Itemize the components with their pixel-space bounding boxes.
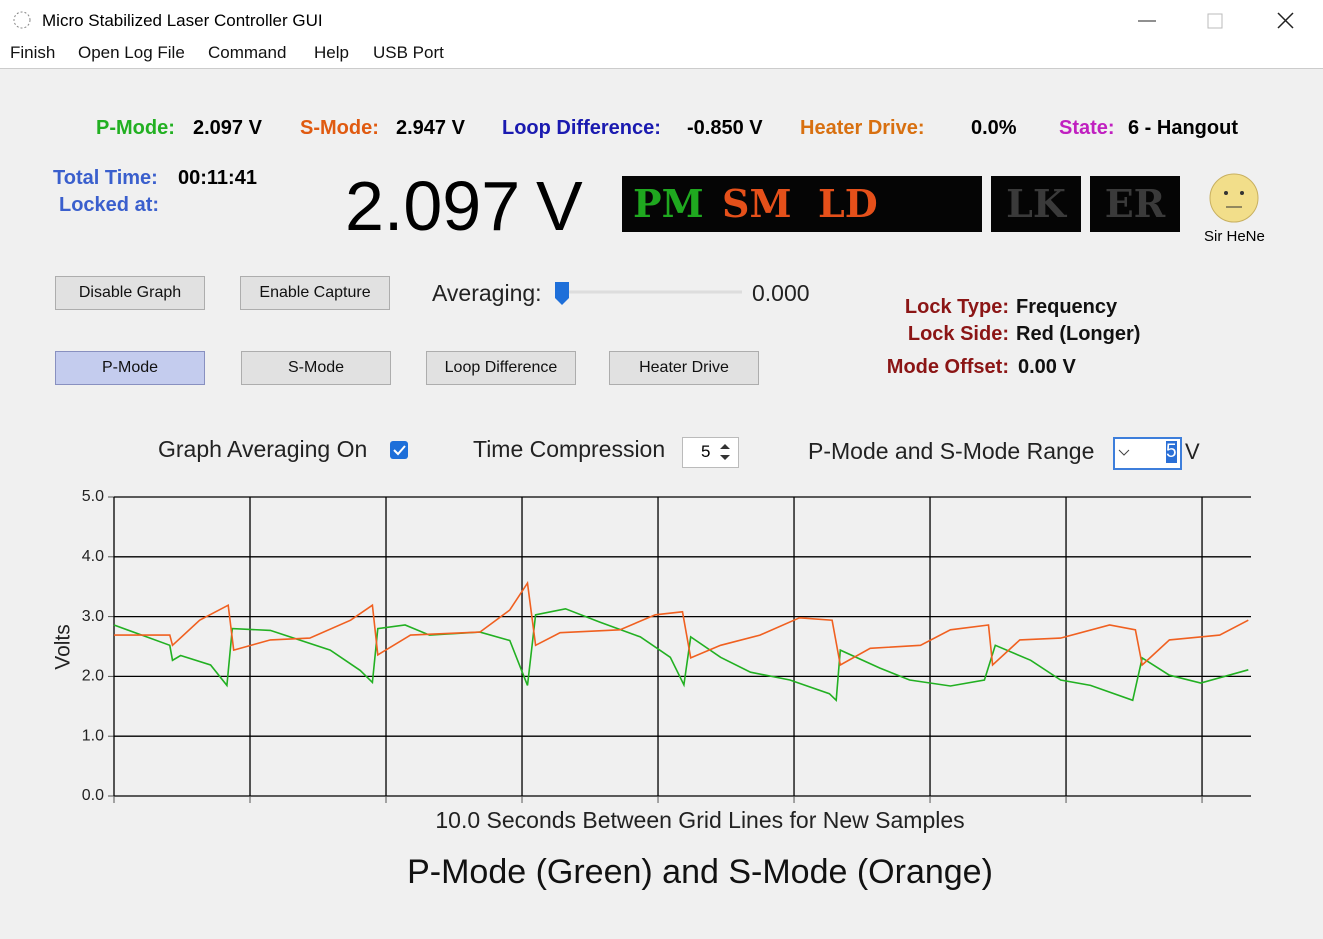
y-tick-label: 4.0 [82, 548, 104, 565]
averaging-slider[interactable] [552, 278, 747, 310]
app-icon [13, 11, 31, 29]
spinner[interactable] [682, 437, 739, 468]
lock-value: Red (Longer) [1016, 323, 1141, 345]
status-value: -0.850 V [687, 117, 763, 139]
y-tick-label: 0.0 [82, 787, 104, 804]
y-tick-label: 1.0 [82, 727, 104, 744]
lock-value: 0.00 V [1018, 356, 1076, 378]
range-label: P-Mode and S-Mode Range [808, 438, 1095, 464]
series-line [113, 607, 1249, 703]
menu-item[interactable]: Help [314, 43, 349, 62]
x-axis-label: 10.0 Seconds Between Grid Lines for New … [435, 807, 964, 833]
indicator: LD [818, 181, 878, 226]
checkbox[interactable] [389, 440, 409, 460]
menu-item[interactable]: USB Port [373, 43, 444, 62]
status-label: State: [1059, 117, 1115, 139]
status-label: S-Mode: [300, 117, 379, 139]
big-readout-value: 2.097 [345, 167, 521, 245]
lock-label: Lock Type: [904, 296, 1009, 318]
chart: 10.0 Seconds Between Grid Lines for New … [52, 488, 1251, 891]
menu-bar [0, 40, 1323, 69]
big-readout-unit: V [536, 167, 583, 245]
menu-item[interactable]: Command [208, 43, 287, 62]
lock-label: Mode Offset: [886, 356, 1009, 378]
button[interactable]: Enable Capture [240, 276, 390, 310]
mode-button[interactable]: Loop Difference [426, 351, 576, 385]
locked-at-label: Locked at: [59, 194, 160, 216]
graph-averaging-label: Graph Averaging On [158, 436, 368, 462]
indicator: ER [1090, 176, 1180, 232]
window-controls[interactable] [1130, 8, 1310, 34]
y-axis-label: Volts [52, 624, 75, 670]
status-label: P-Mode: [96, 117, 175, 139]
title-bar: Micro Stabilized Laser Controller GUI [0, 0, 1323, 40]
averaging-label: Averaging: [432, 280, 542, 306]
chart-title: P-Mode (Green) and S-Mode (Orange) [407, 853, 993, 891]
window-title: Micro Stabilized Laser Controller GUI [42, 11, 323, 30]
indicator: PM [633, 181, 704, 226]
avatar-label: Sir HeNe [1204, 228, 1265, 245]
range-value: 5 [1166, 441, 1177, 463]
indicator: LK [991, 176, 1081, 232]
y-tick-label: 2.0 [82, 668, 104, 685]
mode-button[interactable]: S-Mode [241, 351, 391, 385]
lock-value: Frequency [1016, 296, 1118, 318]
combo-arrow [1118, 449, 1130, 456]
menu-item[interactable]: Finish [10, 43, 56, 62]
status-value: 6 - Hangout [1128, 117, 1238, 139]
mode-button[interactable]: Heater Drive [609, 351, 759, 385]
button[interactable]: Disable Graph [55, 276, 205, 310]
averaging-value: 0.000 [752, 280, 810, 306]
mode-button[interactable]: P-Mode [55, 351, 205, 385]
y-tick-label: 5.0 [82, 488, 104, 505]
range-unit: V [1185, 439, 1200, 464]
status-label: Heater Drive: [800, 117, 925, 139]
status-value: 2.947 V [396, 117, 465, 139]
status-label: Loop Difference: [502, 117, 661, 139]
spinner-arrows[interactable] [716, 440, 734, 464]
indicator: SM [722, 181, 792, 226]
lock-label: Lock Side: [907, 323, 1009, 345]
series-line [114, 580, 1249, 667]
total-time-value: 00:11:41 [178, 167, 257, 189]
avatar-face [1209, 173, 1259, 223]
menu-item[interactable]: Open Log File [78, 43, 185, 62]
y-tick-label: 3.0 [82, 608, 104, 625]
spinner-value: 5 [701, 442, 711, 461]
time-compression-label: Time Compression [473, 436, 666, 462]
indicator-panel [622, 176, 982, 232]
total-time-label: Total Time: [53, 167, 158, 189]
status-value: 0.0% [971, 117, 1017, 139]
status-value: 2.097 V [193, 117, 262, 139]
